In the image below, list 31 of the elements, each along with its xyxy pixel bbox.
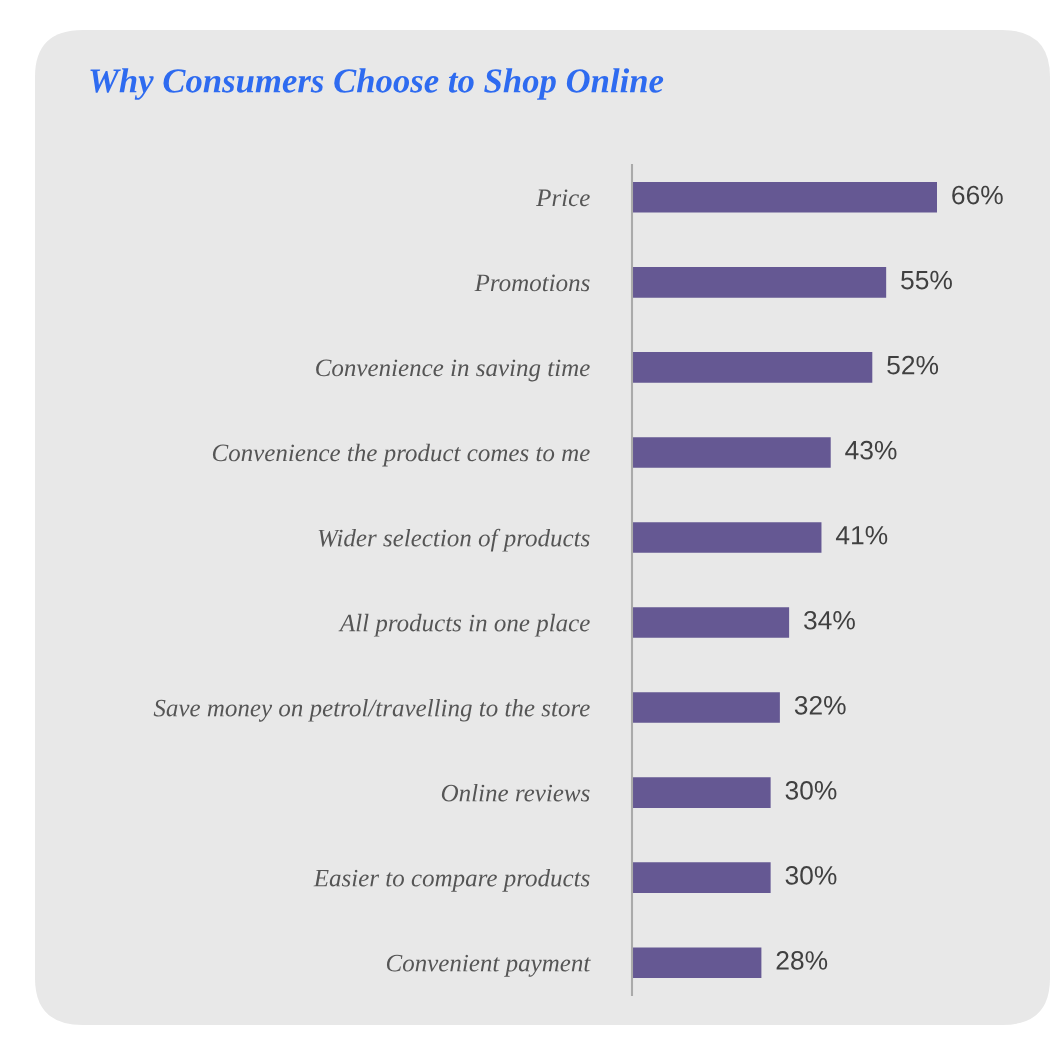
bar — [632, 777, 771, 808]
data-label: 32% — [794, 695, 846, 715]
y-tick-label: All products in one place — [338, 613, 590, 637]
bar — [632, 182, 937, 213]
bar — [632, 607, 790, 638]
data-label: 30% — [785, 781, 837, 800]
y-tick-label: Convenience the product comes to me — [212, 443, 590, 467]
y-tick-label: Online reviews — [441, 783, 590, 802]
data-label: 34% — [804, 610, 855, 630]
y-tick-label: Promotions — [474, 274, 590, 292]
bar — [632, 352, 873, 383]
y-tick-label: Save money on petrol/travelling to the store — [153, 698, 590, 722]
data-label: 52% — [887, 355, 939, 375]
bar — [632, 947, 762, 978]
y-tick-label: Convenient payment — [386, 954, 591, 977]
data-label: 30% — [785, 866, 837, 885]
y-tick-label: Wider selection of products — [318, 528, 590, 552]
data-label: 55% — [901, 270, 952, 290]
y-tick-label: Price — [536, 189, 590, 207]
y-tick-label: Convenience in saving time — [316, 359, 590, 382]
data-label: 41% — [835, 525, 888, 545]
y-tick-label: Easier to compare products — [313, 868, 590, 892]
bar — [632, 267, 887, 298]
data-label: 43% — [845, 440, 897, 460]
bar — [632, 692, 780, 723]
data-label: 66% — [952, 185, 1003, 205]
bar — [632, 437, 831, 468]
bar — [632, 522, 822, 553]
bar — [632, 862, 771, 893]
chart-title: Why Consumers Choose to Shop Online — [90, 68, 664, 100]
data-label: 28% — [776, 951, 828, 970]
